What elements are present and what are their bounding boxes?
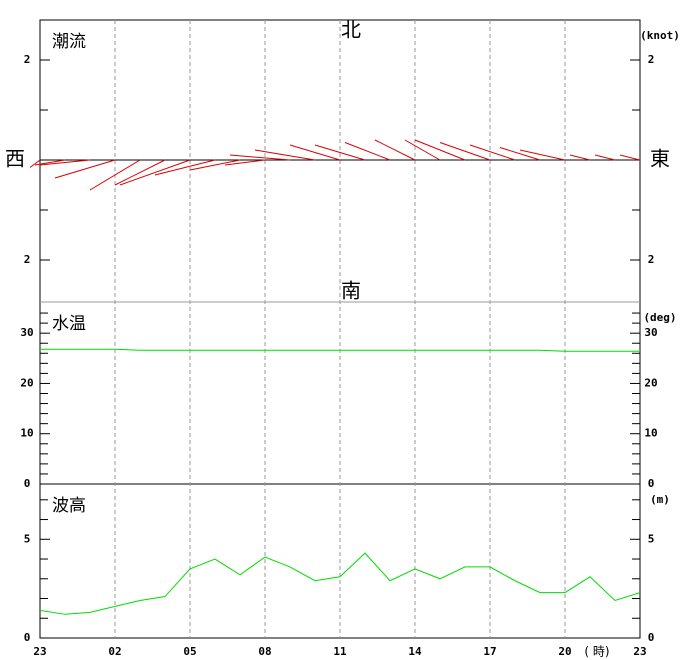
y-tick-label: 10 xyxy=(20,427,33,440)
y-tick-label: 5 xyxy=(24,532,31,545)
current-vector xyxy=(254,149,316,161)
current-vector xyxy=(594,154,616,161)
y-tick-label: 2 xyxy=(24,253,31,266)
current-vector xyxy=(229,154,291,161)
current-vector xyxy=(314,144,366,161)
current-vector xyxy=(469,144,516,161)
unit-label: (m) xyxy=(650,493,670,506)
y-tick-label-right: 20 xyxy=(644,376,657,389)
y-tick-label: 0 xyxy=(24,631,31,644)
x-tick-label: 23 xyxy=(33,645,46,658)
y-tick-label: 20 xyxy=(20,376,33,389)
unit-label: (deg) xyxy=(643,311,676,324)
current-vector xyxy=(154,159,216,176)
panel-title: 潮流 xyxy=(52,32,86,52)
current-vector xyxy=(89,159,141,191)
x-tick-label: 02 xyxy=(108,645,121,658)
y-tick-label: 2 xyxy=(24,53,31,66)
data-line xyxy=(40,348,640,352)
panel-title: 水温 xyxy=(52,314,86,334)
compass-south: 南 xyxy=(341,279,361,303)
y-tick-label-right: 10 xyxy=(644,427,657,440)
current-vector xyxy=(119,159,191,186)
x-tick-label: 14 xyxy=(408,645,422,658)
current-vector xyxy=(414,139,466,161)
x-axis-unit: ( 時) xyxy=(584,645,609,659)
current-vector xyxy=(619,154,641,161)
current-vector xyxy=(224,159,266,166)
y-tick-label-right: 0 xyxy=(648,477,655,490)
x-tick-label: 20 xyxy=(558,645,571,658)
x-tick-label: 17 xyxy=(483,645,496,658)
current-vector xyxy=(519,149,566,161)
y-tick-label: 0 xyxy=(24,477,31,490)
panel-title: 波高 xyxy=(52,496,86,516)
current-vector xyxy=(344,142,391,161)
current-vector xyxy=(289,144,341,161)
x-tick-label: 05 xyxy=(183,645,196,658)
compass-north: 北 xyxy=(341,18,361,42)
current-vector xyxy=(569,154,591,161)
current-vector xyxy=(374,139,416,161)
y-tick-label-right: 5 xyxy=(648,532,655,545)
unit-label: (knot) xyxy=(640,29,680,42)
data-line xyxy=(39,552,641,615)
y-tick-label-right: 2 xyxy=(648,253,655,266)
x-tick-label: 23 xyxy=(633,645,646,658)
current-vector xyxy=(499,147,541,161)
current-vector xyxy=(34,159,66,166)
current-vector xyxy=(39,159,91,166)
x-tick-label: 11 xyxy=(333,645,347,658)
current-vector xyxy=(54,159,116,179)
compass-east: 東 xyxy=(650,147,670,171)
x-tick-label: 08 xyxy=(258,645,271,658)
y-tick-label-right: 2 xyxy=(648,53,655,66)
current-vector xyxy=(404,139,441,161)
y-tick-label-right: 0 xyxy=(648,631,655,644)
current-vector xyxy=(189,159,241,171)
current-vector xyxy=(439,142,491,161)
compass-west: 西 xyxy=(5,147,25,171)
y-tick-label: 30 xyxy=(20,326,33,339)
y-tick-label-right: 30 xyxy=(644,326,657,339)
current-vector xyxy=(114,159,166,186)
current-vector xyxy=(29,159,41,168)
